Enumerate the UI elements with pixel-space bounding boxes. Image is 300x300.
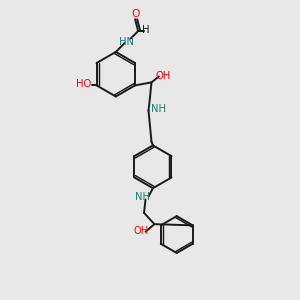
- Text: OH: OH: [155, 71, 170, 81]
- Text: OH: OH: [134, 226, 149, 236]
- Text: H: H: [142, 25, 149, 34]
- Text: NH: NH: [151, 104, 166, 114]
- Text: HN: HN: [119, 37, 134, 46]
- Text: HO: HO: [76, 79, 91, 89]
- Text: NH: NH: [135, 191, 150, 202]
- Text: O: O: [131, 9, 139, 19]
